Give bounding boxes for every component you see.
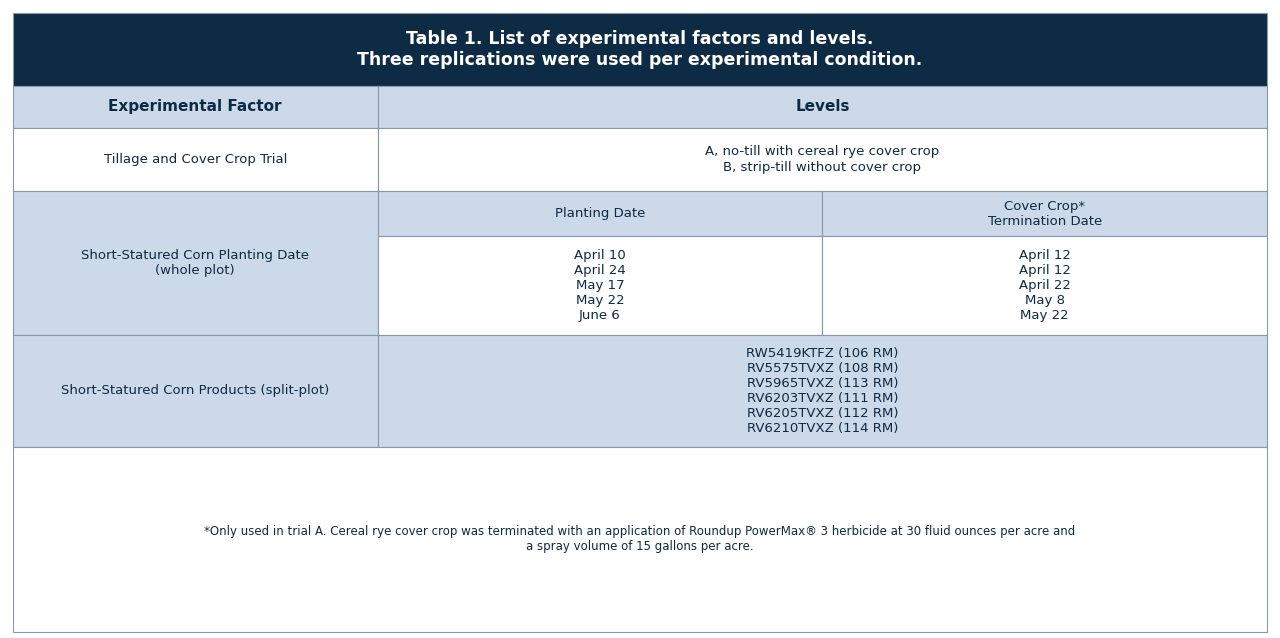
Text: Table 1. List of experimental factors and levels.
Three replications were used p: Table 1. List of experimental factors an…: [357, 30, 923, 69]
Text: A, no-till with cereal rye cover crop
B, strip-till without cover crop: A, no-till with cereal rye cover crop B,…: [705, 145, 940, 174]
Text: Short-Statured Corn Products (split-plot): Short-Statured Corn Products (split-plot…: [61, 384, 329, 397]
FancyBboxPatch shape: [378, 128, 1267, 191]
FancyBboxPatch shape: [378, 86, 1267, 128]
Text: Tillage and Cover Crop Trial: Tillage and Cover Crop Trial: [104, 153, 287, 166]
Text: Planting Date: Planting Date: [554, 207, 645, 220]
Text: Experimental Factor: Experimental Factor: [109, 100, 282, 114]
FancyBboxPatch shape: [13, 191, 378, 335]
FancyBboxPatch shape: [13, 335, 378, 447]
FancyBboxPatch shape: [378, 236, 823, 335]
FancyBboxPatch shape: [823, 236, 1267, 335]
FancyBboxPatch shape: [378, 335, 1267, 447]
Text: Short-Statured Corn Planting Date
(whole plot): Short-Statured Corn Planting Date (whole…: [81, 249, 310, 277]
Text: April 12
April 12
April 22
May 8
May 22: April 12 April 12 April 22 May 8 May 22: [1019, 249, 1071, 322]
Text: RW5419KTFZ (106 RM)
RV5575TVXZ (108 RM)
RV5965TVXZ (113 RM)
RV6203TVXZ (111 RM)
: RW5419KTFZ (106 RM) RV5575TVXZ (108 RM) …: [746, 347, 899, 434]
Text: April 10
April 24
May 17
May 22
June 6: April 10 April 24 May 17 May 22 June 6: [575, 249, 626, 322]
FancyBboxPatch shape: [378, 191, 823, 236]
FancyBboxPatch shape: [13, 13, 1267, 86]
Text: *Only used in trial A. Cereal rye cover crop was terminated with an application : *Only used in trial A. Cereal rye cover …: [205, 525, 1075, 553]
FancyBboxPatch shape: [13, 128, 378, 191]
FancyBboxPatch shape: [13, 447, 1267, 632]
Text: Cover Crop*
Termination Date: Cover Crop* Termination Date: [988, 200, 1102, 228]
FancyBboxPatch shape: [13, 86, 378, 128]
FancyBboxPatch shape: [823, 191, 1267, 236]
Text: Levels: Levels: [795, 100, 850, 114]
